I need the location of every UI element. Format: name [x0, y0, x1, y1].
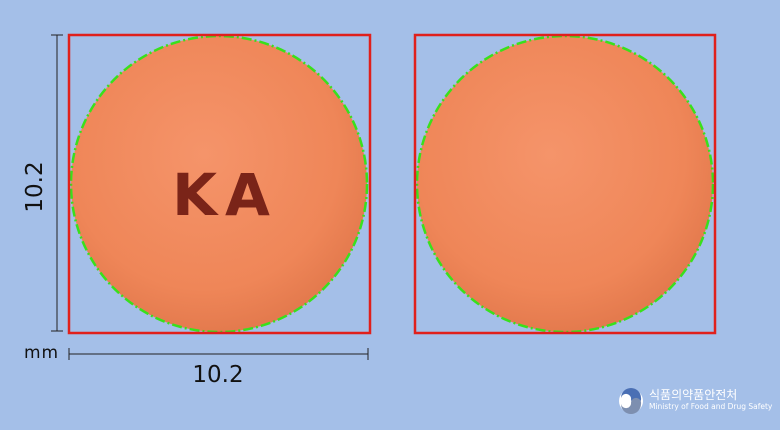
unit-label: mm	[24, 343, 60, 363]
front-frame	[67, 33, 372, 335]
width-dimension-line	[68, 348, 369, 360]
pill-front	[67, 33, 372, 335]
logo-english-text: Ministry of Food and Drug Safety	[649, 402, 773, 411]
width-label: 10.2	[192, 362, 244, 388]
logo-korean-text: 식품의약품안전처	[649, 388, 738, 402]
height-dimension-line	[51, 34, 63, 332]
back-frame	[413, 33, 717, 335]
pill-back	[413, 33, 717, 335]
logo-emblem-icon	[619, 388, 643, 414]
pill-imprint: KA	[172, 161, 278, 229]
height-label: 10.2	[22, 161, 48, 213]
ministry-logo: 식품의약품안전처 Ministry of Food and Drug Safet…	[617, 385, 777, 417]
